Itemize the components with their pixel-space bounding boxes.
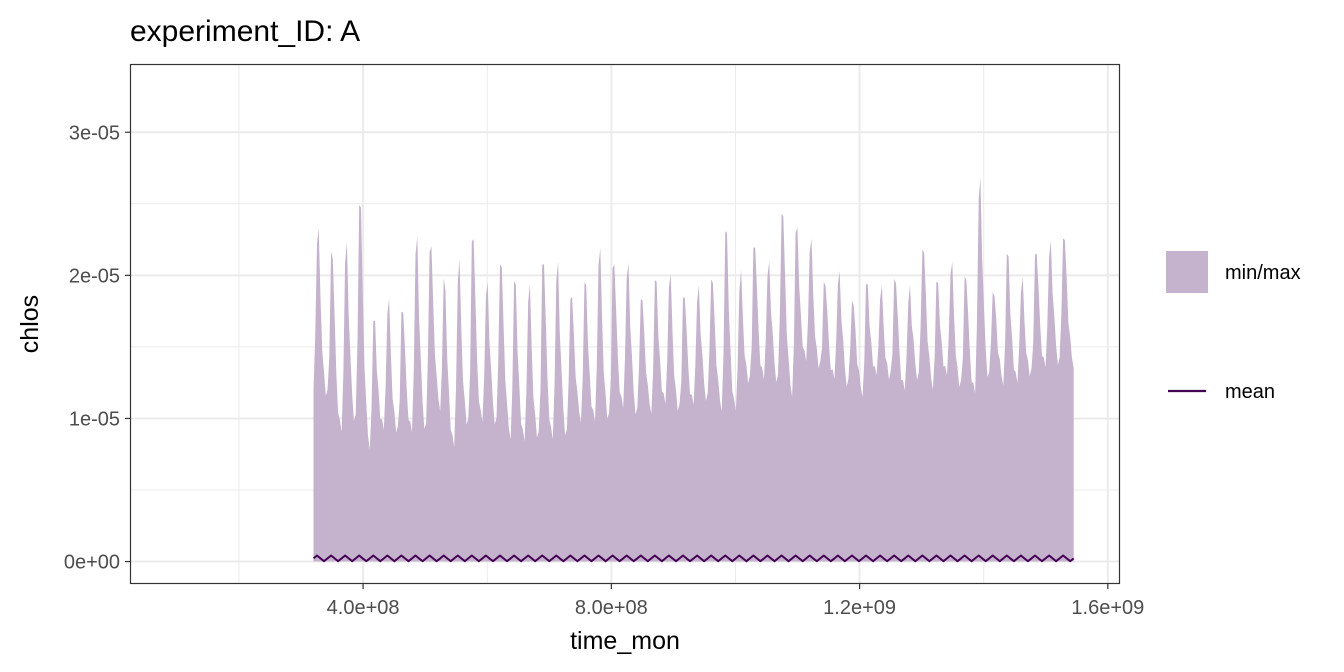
series-line-mean [312,554,1075,563]
legend: min/max mean [1166,251,1301,403]
band-area-min-max [313,176,1074,562]
y-tick-label-0: 0e+00 [64,552,120,574]
legend-label-mean: mean [1225,381,1275,403]
x-tick-label-0: 4.0e+08 [327,597,400,619]
y-axis: 0e+00 1e-05 2e-05 3e-05 [64,122,131,574]
series-band-min-max [313,176,1074,562]
chart-title: experiment_ID: A [130,15,360,48]
x-tick-label-2: 1.2e+09 [823,597,896,619]
plot-panel-border [129,63,1121,585]
y-tick-label-3: 3e-05 [69,122,120,144]
x-tick-label-1: 8.0e+08 [575,597,648,619]
x-tick-label-3: 1.6e+09 [1071,597,1144,619]
x-axis-title: time_mon [570,627,680,655]
legend-label-min-max: min/max [1225,262,1301,284]
x-axis: 4.0e+08 8.0e+08 1.2e+09 1.6e+09 [327,583,1144,619]
legend-key-min-max [1166,251,1208,293]
y-axis-title: chlos [16,295,44,353]
y-tick-label-2: 2e-05 [69,265,120,287]
mean-line [312,554,1075,563]
y-tick-label-1: 1e-05 [69,408,120,430]
